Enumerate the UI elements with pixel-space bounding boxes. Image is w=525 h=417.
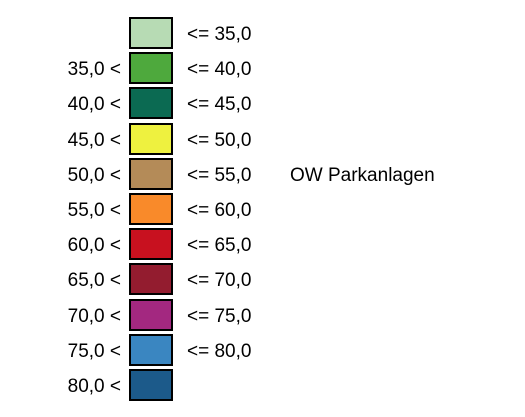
legend-swatch (129, 298, 173, 331)
legend-swatch (129, 333, 173, 366)
legend-upper-bound: <= 45,0 (187, 94, 252, 116)
legend-lower-bound: 40,0 < (67, 94, 121, 116)
legend-swatch (129, 193, 173, 225)
legend-swatch (129, 52, 173, 85)
legend-swatch (129, 369, 173, 401)
legend-lower-bound: 60,0 < (67, 235, 121, 257)
legend-upper-bound: <= 75,0 (187, 305, 252, 327)
legend-upper-bound: <= 50,0 (187, 129, 252, 151)
legend-category-label: OW Parkanlagen (290, 164, 435, 186)
legend-swatch (129, 228, 173, 261)
legend-lower-bound: 35,0 < (67, 59, 121, 81)
legend-swatch (129, 17, 173, 49)
legend-swatch (129, 122, 173, 155)
legend-swatch (129, 263, 173, 296)
legend-lower-bound: 45,0 < (67, 129, 121, 151)
legend-upper-bound: <= 70,0 (187, 270, 252, 292)
legend-swatch (129, 87, 173, 120)
legend-upper-bound: <= 65,0 (187, 235, 252, 257)
legend-upper-bound: <= 60,0 (187, 200, 252, 221)
legend-upper-bound: <= 55,0 (187, 164, 252, 186)
legend-lower-bound: 65,0 < (67, 270, 121, 292)
legend-lower-bound: 70,0 < (67, 305, 121, 327)
legend-upper-bound: <= 80,0 (187, 340, 252, 362)
legend-lower-bound: 50,0 < (67, 164, 121, 186)
legend-lower-bound: 80,0 < (67, 376, 121, 397)
legend-swatch (129, 157, 173, 190)
legend-lower-bound: 55,0 < (67, 200, 121, 221)
legend-upper-bound: <= 35,0 (187, 24, 252, 45)
legend-lower-bound: 75,0 < (67, 340, 121, 362)
legend-upper-bound: <= 40,0 (187, 59, 252, 81)
